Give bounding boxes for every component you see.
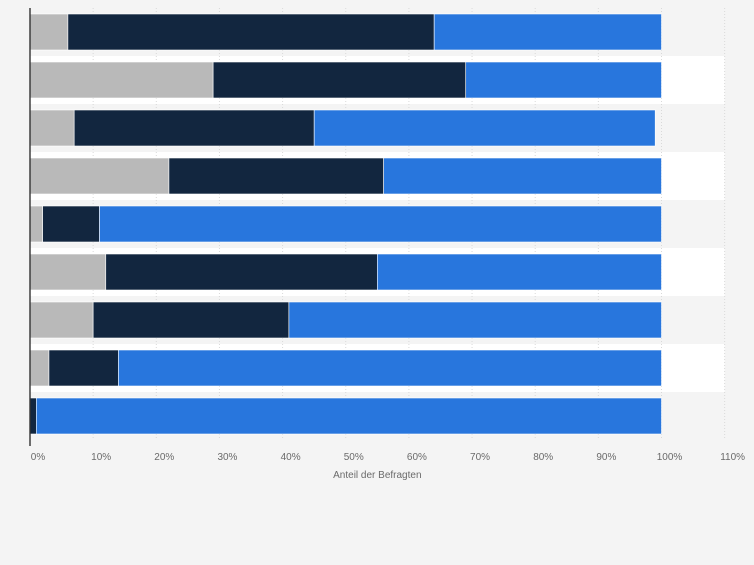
bar-segment[interactable] bbox=[313, 109, 656, 147]
bar-segment[interactable] bbox=[29, 397, 37, 435]
bar-segment[interactable] bbox=[29, 349, 50, 387]
bar-segment[interactable] bbox=[168, 157, 384, 195]
x-tick-label: 20% bbox=[154, 452, 174, 463]
bar-segment[interactable] bbox=[29, 301, 94, 339]
bar-segment[interactable] bbox=[29, 13, 69, 51]
x-tick-label: 80% bbox=[533, 452, 553, 463]
bar-segment[interactable] bbox=[67, 13, 435, 51]
x-tick-label: 100% bbox=[657, 452, 683, 463]
bar-segment[interactable] bbox=[105, 253, 378, 291]
bar-segment[interactable] bbox=[29, 157, 170, 195]
bar-segment[interactable] bbox=[29, 109, 75, 147]
x-tick-label: 30% bbox=[217, 452, 237, 463]
bar-segment[interactable] bbox=[42, 205, 100, 243]
x-tick-label: 10% bbox=[91, 452, 111, 463]
x-tick-label: 70% bbox=[470, 452, 490, 463]
bars bbox=[29, 13, 662, 435]
x-tick-label: 60% bbox=[407, 452, 427, 463]
bar-segment[interactable] bbox=[99, 205, 662, 243]
bar-segment[interactable] bbox=[29, 61, 214, 99]
x-tick-label: 40% bbox=[281, 452, 301, 463]
bar-segment[interactable] bbox=[36, 397, 662, 435]
bar-segment[interactable] bbox=[29, 205, 43, 243]
x-axis-label: Anteil der Befragten bbox=[333, 470, 421, 481]
x-tick-label: 0% bbox=[31, 452, 46, 463]
bar-segment[interactable] bbox=[212, 61, 467, 99]
bar-segment[interactable] bbox=[48, 349, 119, 387]
bar-segment[interactable] bbox=[118, 349, 662, 387]
x-tick-label: 50% bbox=[344, 452, 364, 463]
x-tick-label: 110% bbox=[720, 452, 745, 463]
bar-segment[interactable] bbox=[433, 13, 662, 51]
x-tick-label: 90% bbox=[596, 452, 616, 463]
bar-segment[interactable] bbox=[383, 157, 662, 195]
bar-segment[interactable] bbox=[288, 301, 662, 339]
bar-segment[interactable] bbox=[377, 253, 662, 291]
x-tick-labels: 0% 10% 20% 30% 40% 50% 60% 70% 80% 90% 100% 110% bbox=[31, 452, 745, 463]
bar-segment[interactable] bbox=[465, 61, 662, 99]
bar-segment[interactable] bbox=[29, 253, 107, 291]
bar-segment[interactable] bbox=[73, 109, 315, 147]
bar-segment[interactable] bbox=[92, 301, 290, 339]
